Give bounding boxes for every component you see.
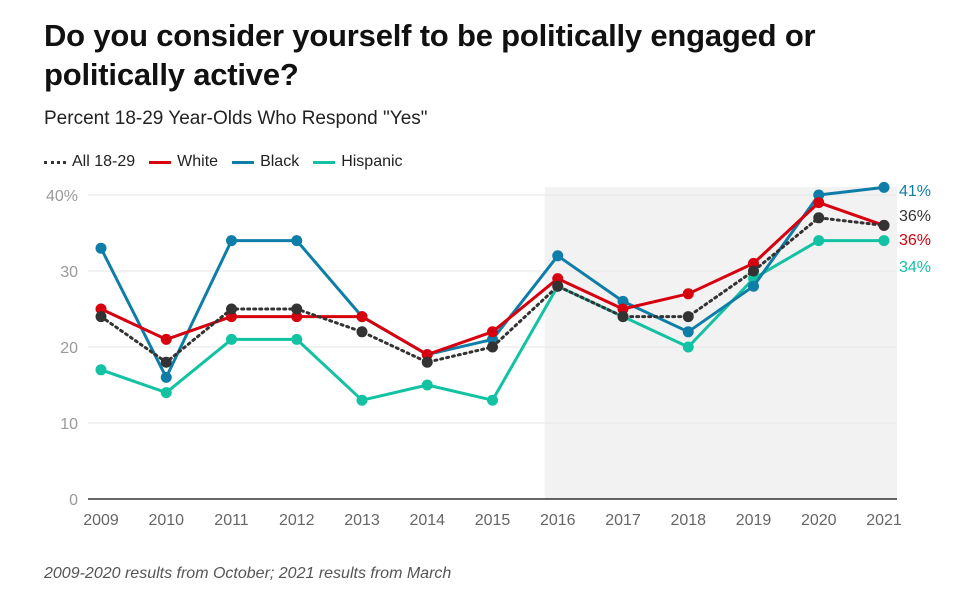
x-tick-label: 2010 xyxy=(148,512,184,529)
data-point-hispanic xyxy=(813,235,825,247)
data-point-all-18-29 xyxy=(95,311,107,323)
data-point-black xyxy=(617,295,629,307)
legend-label-white: White xyxy=(177,153,219,170)
legend-label-black: Black xyxy=(260,153,300,170)
data-point-black xyxy=(291,235,303,247)
y-tick-label: 10 xyxy=(60,416,78,433)
x-tick-label: 2016 xyxy=(540,512,576,529)
legend-item-white: White xyxy=(149,153,218,171)
legend-item-hispanic: Hispanic xyxy=(313,153,403,171)
legend-label-all: All 18-29 xyxy=(72,153,136,170)
data-point-hispanic xyxy=(421,379,433,391)
data-point-black xyxy=(487,333,498,345)
data-point-hispanic xyxy=(226,333,237,345)
data-point-white xyxy=(813,197,825,209)
data-point-all-18-29 xyxy=(291,303,303,315)
data-point-white xyxy=(356,311,368,323)
data-point-all-18-29 xyxy=(748,265,759,277)
data-point-black xyxy=(95,242,107,254)
data-point-black xyxy=(552,250,564,262)
data-point-all-18-29 xyxy=(682,311,694,323)
data-point-white xyxy=(291,311,303,323)
data-point-white xyxy=(682,288,694,300)
x-tick-label: 2017 xyxy=(605,512,641,529)
x-tick-label: 2009 xyxy=(83,512,119,529)
data-point-all-18-29 xyxy=(487,341,498,353)
end-label-hispanic: 34% xyxy=(899,259,931,276)
chart-subtitle: Percent 18-29 Year-Olds Who Respond "Yes… xyxy=(44,108,428,129)
data-point-black xyxy=(226,235,237,247)
x-tick-label: 2013 xyxy=(344,512,380,529)
data-point-hispanic xyxy=(160,387,172,399)
chart-title: Do you consider yourself to be political… xyxy=(44,18,816,92)
legend-item-all: All 18-29 xyxy=(44,153,135,171)
y-tick-label: 40% xyxy=(46,188,78,205)
x-tick-label: 2021 xyxy=(866,512,902,529)
data-point-all-18-29 xyxy=(226,303,237,315)
legend-swatch-hispanic xyxy=(313,160,336,164)
data-point-white xyxy=(552,273,564,285)
data-point-black xyxy=(813,189,825,201)
x-tick-label: 2014 xyxy=(409,512,445,529)
data-point-all-18-29 xyxy=(617,311,629,323)
legend-item-black: Black xyxy=(232,153,299,171)
legend-label-hispanic: Hispanic xyxy=(341,153,403,170)
y-tick-label: 30 xyxy=(60,264,78,281)
end-label-white: 36% xyxy=(899,232,931,249)
legend-swatch-black xyxy=(232,160,255,164)
legend-swatch-white xyxy=(149,160,172,164)
data-point-white xyxy=(748,257,759,269)
data-point-white xyxy=(95,303,107,315)
data-point-all-18-29 xyxy=(878,219,890,231)
end-label-all-18-29: 36% xyxy=(899,208,931,225)
x-tick-label: 2018 xyxy=(670,512,706,529)
y-tick-label: 20 xyxy=(60,340,78,357)
end-label-black: 41% xyxy=(899,183,931,200)
data-point-black xyxy=(878,181,890,193)
x-tick-label: 2011 xyxy=(214,512,249,529)
x-tick-label: 2012 xyxy=(279,512,315,529)
data-point-all-18-29 xyxy=(421,356,433,368)
data-point-black xyxy=(160,371,172,383)
data-point-black xyxy=(682,326,694,338)
x-tick-label: 2020 xyxy=(801,512,837,529)
x-tick-label: 2019 xyxy=(736,512,772,529)
data-point-hispanic xyxy=(682,341,694,353)
data-point-white xyxy=(421,349,433,361)
data-point-white xyxy=(487,326,498,338)
legend-swatch-all xyxy=(44,160,66,164)
data-point-all-18-29 xyxy=(813,212,825,224)
data-point-hispanic xyxy=(95,364,107,376)
legend: All 18-29 White Black Hispanic xyxy=(44,153,417,171)
data-point-hispanic xyxy=(487,394,498,406)
data-point-hispanic xyxy=(878,235,890,247)
data-point-all-18-29 xyxy=(552,280,564,292)
data-point-black xyxy=(748,280,759,292)
data-point-white xyxy=(226,311,237,323)
footnote: 2009-2020 results from October; 2021 res… xyxy=(44,565,452,582)
x-tick-label: 2015 xyxy=(475,512,511,529)
y-tick-label: 0 xyxy=(69,492,78,509)
data-point-white xyxy=(617,303,629,315)
data-point-hispanic xyxy=(291,333,303,345)
data-point-all-18-29 xyxy=(356,326,368,338)
data-point-white xyxy=(160,333,172,345)
shaded-period xyxy=(544,187,897,499)
data-point-hispanic xyxy=(356,394,368,406)
data-point-all-18-29 xyxy=(160,356,172,368)
